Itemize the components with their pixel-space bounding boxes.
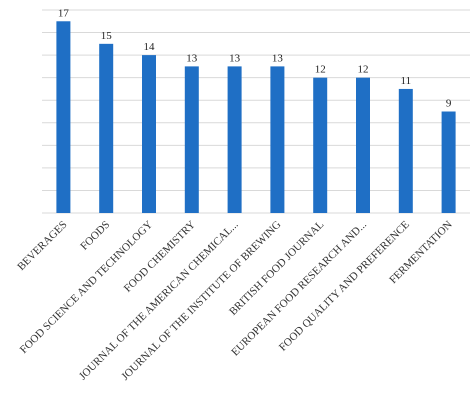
value-label: 13 [186,52,198,64]
value-label: 9 [446,98,452,110]
value-label: 12 [358,64,369,76]
value-label: 15 [101,30,113,42]
bar [398,88,413,213]
x-tick-label: FOODS [78,219,112,253]
bar [142,55,156,213]
bar [56,21,71,214]
bar [356,77,370,214]
bar [99,43,114,214]
bar [270,66,285,213]
bar [184,66,199,213]
x-tick-label: FOOD CHEMISTRY [122,219,198,295]
value-label: 13 [272,52,284,64]
value-label: 12 [315,64,326,76]
bar [227,66,242,213]
value-label: 11 [401,75,412,87]
x-tick-label: BEVERAGES [15,219,69,273]
bar [441,111,456,213]
value-label: 17 [58,7,70,19]
x-tick-label: JOURNAL OF THE AMERICAN CHEMICAL... [77,218,241,382]
bar [313,77,328,214]
value-label: 13 [229,52,241,64]
value-label: 14 [144,41,156,53]
x-tick-label: JOURNAL OF THE INSTITUTE OF BREWING [119,219,283,383]
